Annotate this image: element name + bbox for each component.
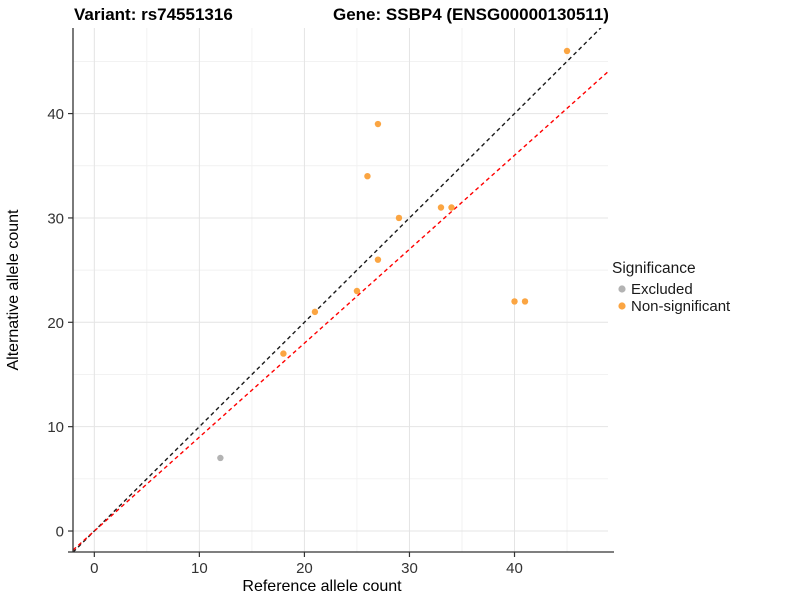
x-tick-label: 40	[506, 560, 523, 577]
data-point-non-significant	[521, 298, 529, 305]
data-point-non-significant	[563, 47, 571, 55]
data-point-non-significant	[364, 172, 371, 180]
x-tick-label: 20	[296, 560, 313, 577]
y-tick-label: 20	[47, 315, 64, 332]
legend: Significance Excluded Non-significant	[612, 260, 731, 315]
plot-title-variant: Variant: rs74551316	[74, 5, 233, 24]
y-tick-label: 10	[47, 419, 64, 436]
x-tick-label: 0	[90, 560, 98, 577]
data-points	[217, 47, 571, 462]
legend-label-excluded: Excluded	[631, 281, 693, 298]
reference-lines	[73, 28, 608, 552]
data-point-non-significant	[437, 204, 445, 211]
ratio-line	[73, 71, 608, 551]
legend-swatch-nonsignificant-icon	[618, 302, 626, 310]
data-point-non-significant	[311, 308, 319, 316]
data-point-non-significant	[353, 287, 361, 295]
x-tick-label: 30	[401, 560, 418, 577]
identity-line	[73, 28, 602, 552]
data-point-non-significant	[374, 256, 382, 263]
data-point-non-significant	[511, 298, 518, 305]
axes: 0 10 20 30 40 0 10 20 30 40	[47, 28, 614, 577]
x-axis-title: Reference allele count	[242, 578, 402, 595]
data-point-non-significant	[395, 214, 403, 222]
data-point-non-significant	[280, 350, 287, 357]
x-tick-label: 10	[191, 560, 208, 577]
plot-title-gene: Gene: SSBP4 (ENSG00000130511)	[333, 5, 609, 24]
x-axis-ticks: 0 10 20 30 40	[90, 552, 523, 577]
y-tick-label: 30	[47, 210, 64, 227]
y-axis-title: Alternative allele count	[5, 209, 22, 371]
y-tick-label: 0	[56, 524, 64, 541]
major-gridlines	[73, 28, 608, 552]
data-point-non-significant	[374, 120, 382, 128]
legend-swatch-excluded-icon	[618, 285, 626, 293]
data-point-non-significant	[448, 204, 455, 211]
legend-title: Significance	[612, 260, 696, 277]
data-point-excluded	[217, 454, 224, 462]
legend-label-nonsignificant: Non-significant	[631, 298, 731, 315]
y-axis-ticks: 0 10 20 30 40	[47, 106, 73, 541]
y-tick-label: 40	[47, 106, 64, 123]
